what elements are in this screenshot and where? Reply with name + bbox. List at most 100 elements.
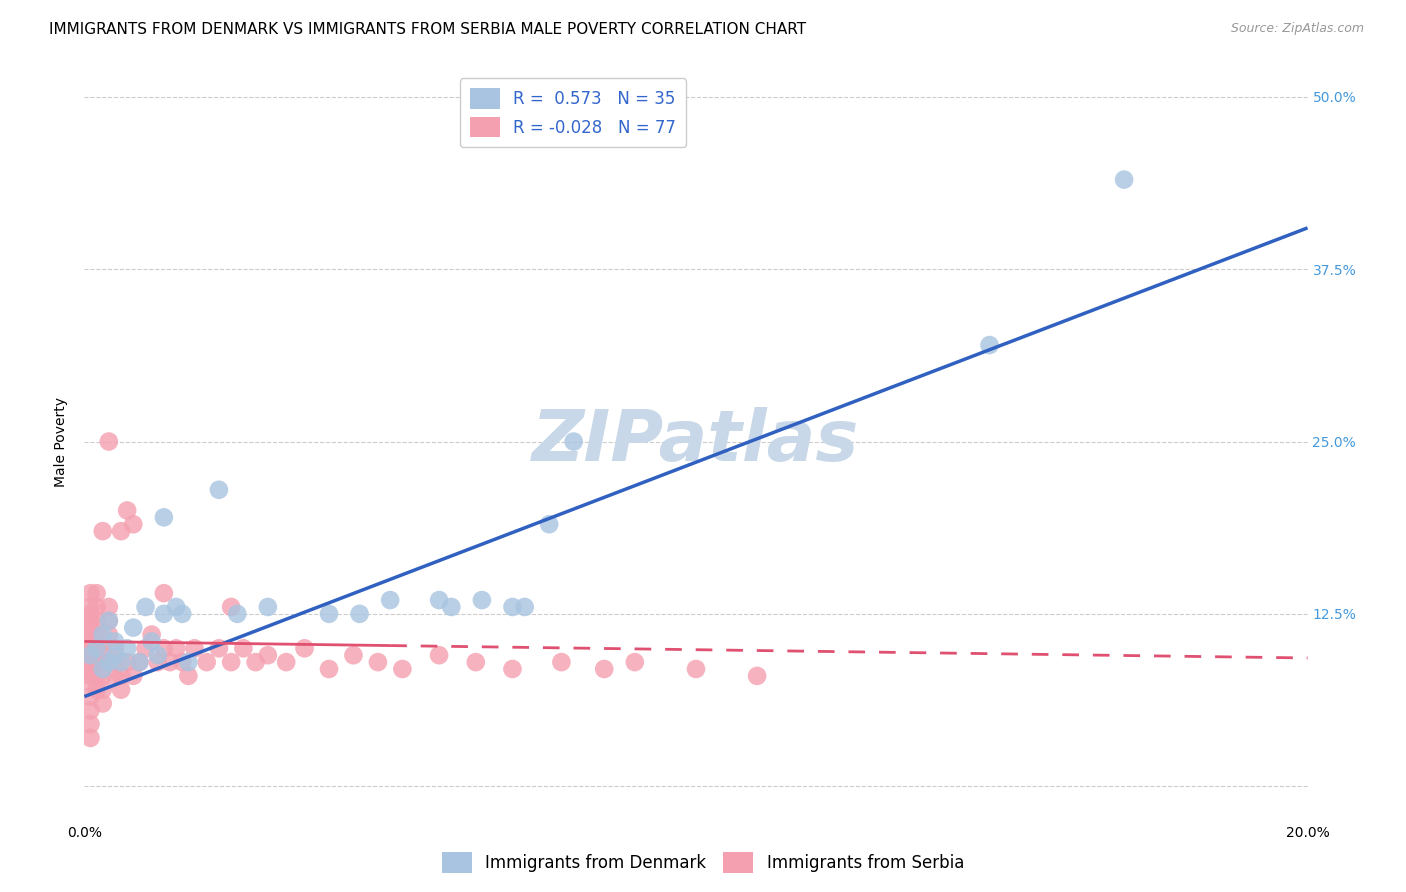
Point: [427, 593, 450, 607]
Point: [624, 655, 647, 669]
Point: [110, 524, 132, 538]
Point: [276, 655, 298, 669]
Point: [91, 627, 114, 641]
Point: [153, 641, 176, 656]
Point: [747, 669, 769, 683]
Point: [538, 517, 561, 532]
Point: [165, 599, 187, 614]
Point: [513, 599, 536, 614]
Point: [245, 655, 267, 669]
Point: [232, 641, 254, 656]
Point: [177, 655, 200, 669]
Point: [135, 641, 157, 656]
Point: [79, 731, 101, 745]
Point: [104, 669, 127, 683]
Point: [153, 607, 176, 621]
Point: [91, 669, 114, 683]
Point: [110, 655, 132, 669]
Point: [79, 599, 101, 614]
Point: [141, 634, 163, 648]
Point: [91, 662, 114, 676]
Point: [79, 627, 101, 641]
Point: [685, 662, 707, 676]
Point: [79, 669, 101, 683]
Point: [257, 648, 280, 663]
Point: [86, 641, 108, 656]
Point: [318, 662, 340, 676]
Point: [97, 614, 120, 628]
Point: [79, 655, 101, 669]
Point: [115, 655, 138, 669]
Point: [172, 655, 194, 669]
Point: [97, 599, 120, 614]
Point: [79, 703, 101, 717]
Legend: Immigrants from Denmark, Immigrants from Serbia: Immigrants from Denmark, Immigrants from…: [436, 846, 970, 880]
Point: [593, 662, 616, 676]
Point: [79, 648, 101, 663]
Point: [159, 655, 181, 669]
Point: [79, 641, 101, 656]
Point: [195, 655, 218, 669]
Point: [135, 599, 157, 614]
Point: [502, 662, 524, 676]
Point: [79, 675, 101, 690]
Point: [380, 593, 402, 607]
Point: [440, 599, 463, 614]
Point: [427, 648, 450, 663]
Point: [91, 682, 114, 697]
Point: [104, 641, 127, 656]
Point: [110, 682, 132, 697]
Point: [86, 599, 108, 614]
Point: [128, 655, 150, 669]
Point: [79, 717, 101, 731]
Text: ZIPatlas: ZIPatlas: [533, 407, 859, 476]
Point: [177, 669, 200, 683]
Point: [86, 627, 108, 641]
Point: [294, 641, 316, 656]
Point: [391, 662, 413, 676]
Point: [146, 655, 169, 669]
Y-axis label: Male Poverty: Male Poverty: [55, 397, 69, 486]
Point: [79, 662, 101, 676]
Point: [97, 434, 120, 449]
Point: [502, 599, 524, 614]
Point: [104, 648, 127, 663]
Point: [104, 634, 127, 648]
Point: [86, 669, 108, 683]
Point: [86, 682, 108, 697]
Point: [79, 634, 101, 648]
Point: [146, 648, 169, 663]
Point: [122, 621, 145, 635]
Point: [979, 338, 1001, 352]
Point: [318, 607, 340, 621]
Point: [153, 586, 176, 600]
Point: [104, 655, 127, 669]
Point: [219, 599, 242, 614]
Point: [219, 655, 242, 669]
Point: [110, 669, 132, 683]
Point: [208, 641, 231, 656]
Point: [86, 614, 108, 628]
Point: [342, 648, 364, 663]
Point: [141, 627, 163, 641]
Point: [115, 641, 138, 656]
Point: [153, 510, 176, 524]
Point: [226, 607, 249, 621]
Point: [86, 641, 108, 656]
Point: [91, 641, 114, 656]
Point: [471, 593, 494, 607]
Point: [79, 586, 101, 600]
Point: [349, 607, 371, 621]
Point: [79, 690, 101, 704]
Point: [122, 517, 145, 532]
Point: [115, 503, 138, 517]
Point: [91, 655, 114, 669]
Point: [1114, 172, 1136, 186]
Point: [367, 655, 389, 669]
Point: [183, 641, 205, 656]
Point: [172, 607, 194, 621]
Point: [464, 655, 486, 669]
Point: [122, 669, 145, 683]
Point: [79, 648, 101, 663]
Point: [79, 614, 101, 628]
